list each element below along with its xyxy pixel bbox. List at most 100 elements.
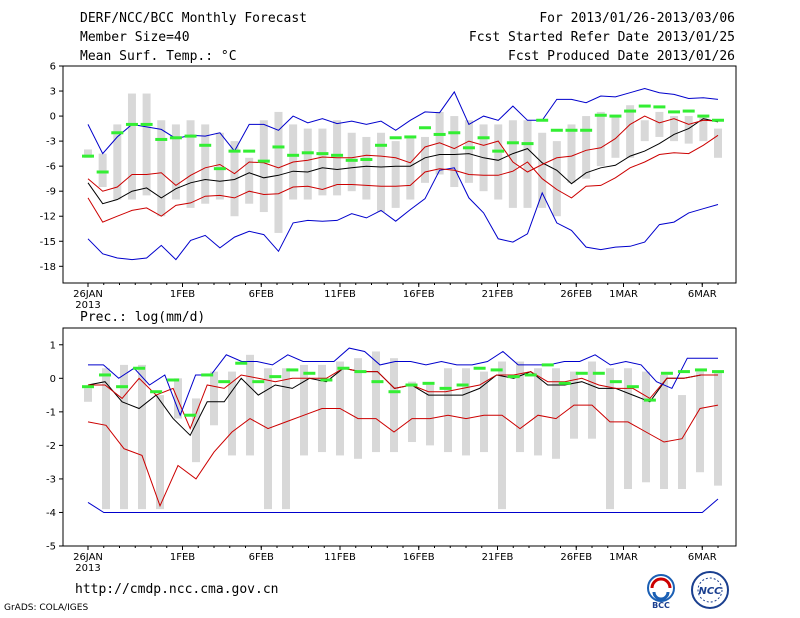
temp-box [171,124,180,200]
source-url[interactable]: http://cmdp.ncc.cma.gov.cn [75,582,279,597]
prec-line-min [87,498,719,513]
prec-box [642,371,650,483]
header-right: For 2013/01/26-2013/03/06 Fcst Started R… [469,9,735,66]
prec-line-p_lower [87,404,719,508]
prec-xtick-sublabel: 2013 [75,563,100,574]
prec-xtick-label: 1FEB [170,552,195,563]
prec-line-max [88,347,718,417]
temp-box [670,116,679,142]
temp-box [127,93,136,200]
temp-box [626,105,635,158]
prec-box [264,368,272,510]
temp-line-p_lower [87,134,719,223]
prec-box [660,374,668,489]
temp-box [684,116,693,144]
temp-ytick-label: -9 [46,187,56,198]
temp-ytick-label: -18 [40,262,56,273]
prec-box [606,368,614,510]
prec-xtick-label: 11FEB [324,552,356,563]
temp-box [245,157,254,204]
temp-box [157,120,166,217]
prec-box [480,371,488,453]
prec-xtick-label: 21FEB [482,552,514,563]
temp-box [508,120,517,208]
prec-xtick-label: 16FEB [403,552,435,563]
prec-plot-frame [62,327,737,547]
temp-box [201,124,210,204]
prec-box [390,358,398,453]
prec-ytick-label: -3 [46,474,56,485]
temp-box [84,149,92,158]
prec-box [696,371,704,473]
prec-box [282,368,290,510]
header-member-size: Member Size=40 [80,30,190,45]
header-left: DERF/NCC/BCC Monthly Forecast Member Siz… [80,9,307,66]
header-start-date: Fcst Started Refer Date 2013/01/25 [468,30,735,45]
ncc-logo-text: NCC [698,586,722,597]
temp-box [450,116,459,188]
temp-box [567,124,576,183]
header-variable: Mean Surf. Temp.: °C [80,49,237,64]
temp-box [113,124,122,200]
temp-box [611,116,620,158]
temp-xtick-label: 6FEB [249,289,274,300]
prec-ytick-label: -2 [46,441,56,452]
prec-xtick-label: 6MAR [688,552,717,563]
grads-credit: GrADS: COLA/IGES [4,603,89,613]
prec-box [246,354,254,456]
prec-ytick-label: 1 [50,340,56,351]
temp-xtick-label: 11FEB [324,289,356,300]
ncc-logo: NCC [691,571,729,609]
temp-box [215,132,224,200]
temp-box [699,116,708,142]
temp-box [655,111,664,137]
prec-xtick-label: 26JAN [73,552,103,563]
prec-box [588,361,596,439]
prec-box [534,368,542,456]
prec-xtick-label: 1MAR [609,552,638,563]
temp-box [98,153,107,188]
temp-box [362,136,371,200]
prec-box [210,371,218,426]
prec-ytick-label: 0 [50,374,56,385]
temp-box [538,132,547,208]
prec-box [426,385,434,446]
temp-ytick-label: -3 [46,137,56,148]
temp-xtick-label: 1FEB [170,289,195,300]
temp-box [391,141,400,208]
bcc-logo: BCC [647,574,675,610]
prec-ytick-label: -1 [46,407,56,418]
prec-box [372,351,380,453]
temp-box [303,128,312,200]
temp-box [523,120,532,208]
prec-box [516,361,524,453]
temp-xtick-label: 6MAR [688,289,717,300]
temp-ytick-label: 3 [50,87,56,98]
prec-box [156,395,164,510]
temp-xtick-label: 1MAR [609,289,638,300]
prec-box [678,395,686,489]
temp-ytick-label: 0 [50,112,56,123]
header-title: DERF/NCC/BCC Monthly Forecast [80,11,307,26]
temp-xtick-label: 21FEB [482,289,514,300]
temp-ytick-label: -15 [40,237,56,248]
prec-box [228,371,236,456]
temp-ytick-label: -6 [46,162,56,173]
prec-xtick-label: 6FEB [249,552,274,563]
prec-box [498,361,506,510]
prec-box [408,381,416,443]
prec-box [102,368,110,510]
temp-box [494,124,503,200]
prec-box [552,368,560,459]
temp-ytick-label: 6 [50,62,56,73]
temp-box [406,136,415,200]
temp-xtick-label: 26FEB [560,289,592,300]
header-forecast-range: For 2013/01/26-2013/03/06 [539,11,735,26]
prec-box [624,368,632,489]
temp-box [714,128,722,158]
prec-box [192,398,200,463]
temp-line-p_upper [87,115,719,192]
temp-box [464,120,473,183]
temp-xtick-label: 26JAN [73,289,103,300]
prec-box [120,364,128,510]
